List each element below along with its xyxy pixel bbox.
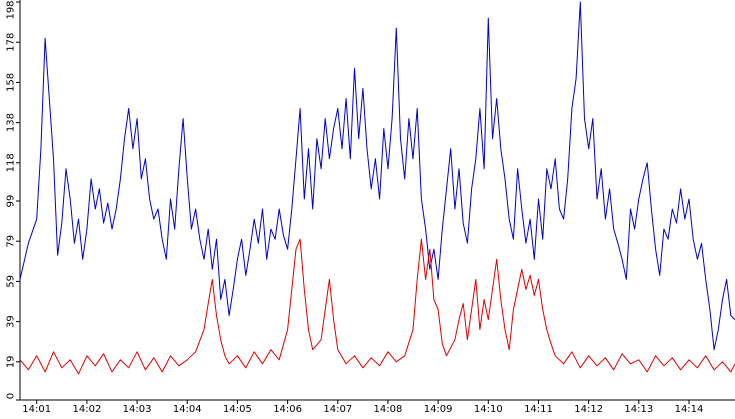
x-tick-label: 14:09: [424, 404, 453, 415]
y-tick-label: 0: [6, 393, 17, 399]
y-tick-label: 178: [6, 33, 17, 52]
y-tick-label: 19: [6, 355, 17, 368]
y-tick-label: 198: [6, 0, 17, 19]
series-line-blue: [19, 1, 735, 351]
x-tick-label: 14:06: [273, 404, 302, 415]
x-tick-label: 14:14: [675, 404, 704, 415]
x-tick-label: 14:10: [474, 404, 503, 415]
x-tick-label: 14:11: [524, 404, 553, 415]
x-tick-label: 14:07: [323, 404, 352, 415]
x-tick-label: 14:02: [72, 404, 101, 415]
x-tick-label: 14:13: [624, 404, 653, 415]
y-tick-label: 99: [6, 195, 17, 208]
x-tick-label: 14:01: [22, 404, 51, 415]
x-tick-label: 14:12: [574, 404, 603, 415]
y-axis: 0 19 39 59 79 99 118 138 158 178 198: [6, 0, 21, 401]
y-tick-label: 79: [6, 235, 17, 248]
series-layer: [19, 1, 735, 375]
series-line-red: [19, 238, 735, 375]
y-tick-label: 138: [6, 113, 17, 132]
x-tick-label: 14:03: [123, 404, 152, 415]
x-tick-label: 14:05: [223, 404, 252, 415]
x-tick-label: 14:08: [374, 404, 403, 415]
x-tick-label: 14:04: [173, 404, 202, 415]
x-axis: 14:01 14:02 14:03 14:04 14:05 14:06 14:07 14:08…: [20, 399, 735, 415]
y-tick-label: 59: [6, 275, 17, 288]
y-tick-label: 39: [6, 315, 17, 328]
y-tick-label: 118: [6, 153, 17, 172]
y-tick-label: 158: [6, 73, 17, 92]
